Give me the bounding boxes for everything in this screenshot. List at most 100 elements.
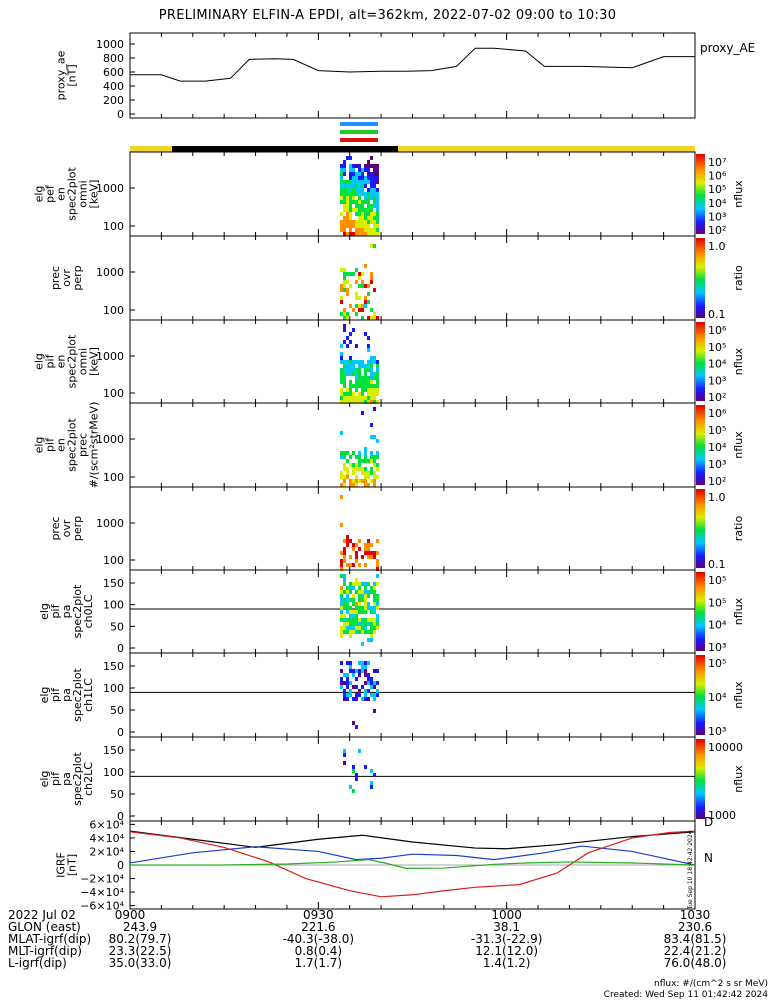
flux-pixel <box>364 332 367 336</box>
flux-pixel <box>352 372 355 376</box>
flux-pixel <box>355 630 358 634</box>
flux-pixel <box>343 316 346 320</box>
flux-pixel <box>355 677 358 681</box>
flux-pixel <box>355 610 358 614</box>
ephemeris-value: 35.0(33.0) <box>109 956 172 970</box>
flux-pixel <box>349 384 352 388</box>
flux-pixel <box>349 634 352 638</box>
flux-pixel <box>349 356 352 360</box>
flux-pixel <box>352 396 355 400</box>
colorbar-s4-tick-label: 10² <box>708 475 726 488</box>
flux-pixel <box>340 610 343 614</box>
spectrogram-s1-tick-label: 100 <box>103 220 124 233</box>
flux-pixel <box>367 689 370 693</box>
flux-pixel <box>370 164 373 168</box>
flux-pixel <box>361 280 364 284</box>
spectrogram-s6-frame <box>129 569 696 654</box>
flux-pixel <box>364 296 367 300</box>
flux-pixel <box>340 352 343 356</box>
flux-pixel <box>376 693 379 697</box>
flux-pixel <box>373 483 376 487</box>
flux-pixel <box>352 384 355 388</box>
flux-pixel <box>346 292 349 296</box>
flux-pixel <box>352 547 355 551</box>
flux-pixel <box>346 586 349 590</box>
flux-pixel <box>376 388 379 392</box>
flux-pixel <box>346 156 349 160</box>
flux-pixel <box>367 208 370 212</box>
flux-pixel <box>361 479 364 483</box>
flux-pixel <box>373 463 376 467</box>
flux-pixel <box>355 614 358 618</box>
flux-pixel <box>361 204 364 208</box>
flux-pixel <box>346 467 349 471</box>
flux-pixel <box>352 196 355 200</box>
flux-pixel <box>364 693 367 697</box>
flux-pixel <box>376 168 379 172</box>
flux-pixel <box>343 380 346 384</box>
flux-pixel <box>364 467 367 471</box>
colorbar-s7-tick-label: 10⁴ <box>708 691 727 704</box>
flux-pixel <box>376 598 379 602</box>
flux-pixel <box>349 216 352 220</box>
flux-pixel <box>364 372 367 376</box>
flux-pixel <box>358 400 361 404</box>
flux-pixel <box>346 204 349 208</box>
flux-pixel <box>340 590 343 594</box>
igrf-ylabel-line: IGRF <box>55 852 68 878</box>
flux-pixel <box>355 543 358 547</box>
flux-pixel <box>340 681 343 685</box>
flux-pixel <box>340 168 343 172</box>
flux-pixel <box>352 598 355 602</box>
flux-pixel <box>370 555 373 559</box>
colorbar-s1-label: nflux <box>732 180 745 208</box>
spectrogram-s4-ylabel-line: prec <box>77 433 90 457</box>
spectrogram-s8-tick-label: 0 <box>117 810 124 823</box>
flux-pixel <box>340 475 343 479</box>
flux-pixel <box>367 216 370 220</box>
flux-pixel <box>370 228 373 232</box>
flux-pixel <box>367 590 370 594</box>
flux-pixel <box>355 212 358 216</box>
proxy-ae-tick-label: 1000 <box>96 38 124 51</box>
flux-pixel <box>346 539 349 543</box>
flux-pixel <box>343 753 346 757</box>
flux-pixel <box>346 677 349 681</box>
flux-pixel <box>358 180 361 184</box>
flux-pixel <box>373 396 376 400</box>
spectrogram-s3-ylabel-line: elg <box>33 353 46 370</box>
flux-pixel <box>352 673 355 677</box>
colorbar-s2-gradient <box>696 238 705 318</box>
spectrogram-s7-tick-label: 150 <box>103 660 124 673</box>
flux-pixel <box>343 308 346 312</box>
colorbar-s8-label: nflux <box>732 765 745 793</box>
spectrogram-s2-frame <box>129 235 696 321</box>
igrf-legend-d: D <box>704 815 713 829</box>
colorbar-s1-tick-label: 10² <box>708 224 726 237</box>
spectrogram-s3-tick-label: 1000 <box>96 350 124 363</box>
flux-pixel <box>355 312 358 316</box>
flux-pixel <box>370 156 373 160</box>
flux-pixel <box>349 204 352 208</box>
spectrogram-s2-pixels <box>340 244 379 320</box>
flux-pixel <box>361 200 364 204</box>
flux-pixel <box>358 384 361 388</box>
flux-pixel <box>367 392 370 396</box>
colorbar-s7-tick-label: 10⁵ <box>708 657 726 670</box>
flux-pixel <box>376 224 379 228</box>
flux-pixel <box>376 380 379 384</box>
flux-pixel <box>346 400 349 404</box>
spectrogram-s7-ylabel-line: pa <box>60 688 73 702</box>
flux-pixel <box>352 586 355 590</box>
flux-pixel <box>376 372 379 376</box>
flux-pixel <box>346 316 349 320</box>
flux-pixel <box>352 769 355 773</box>
flux-pixel <box>340 176 343 180</box>
flux-pixel <box>376 669 379 673</box>
flux-pixel <box>373 598 376 602</box>
science-zone-bar-blue <box>340 122 378 126</box>
shadow-bar <box>172 146 398 152</box>
flux-pixel <box>367 400 370 404</box>
flux-pixel <box>349 272 352 276</box>
flux-pixel <box>355 224 358 228</box>
